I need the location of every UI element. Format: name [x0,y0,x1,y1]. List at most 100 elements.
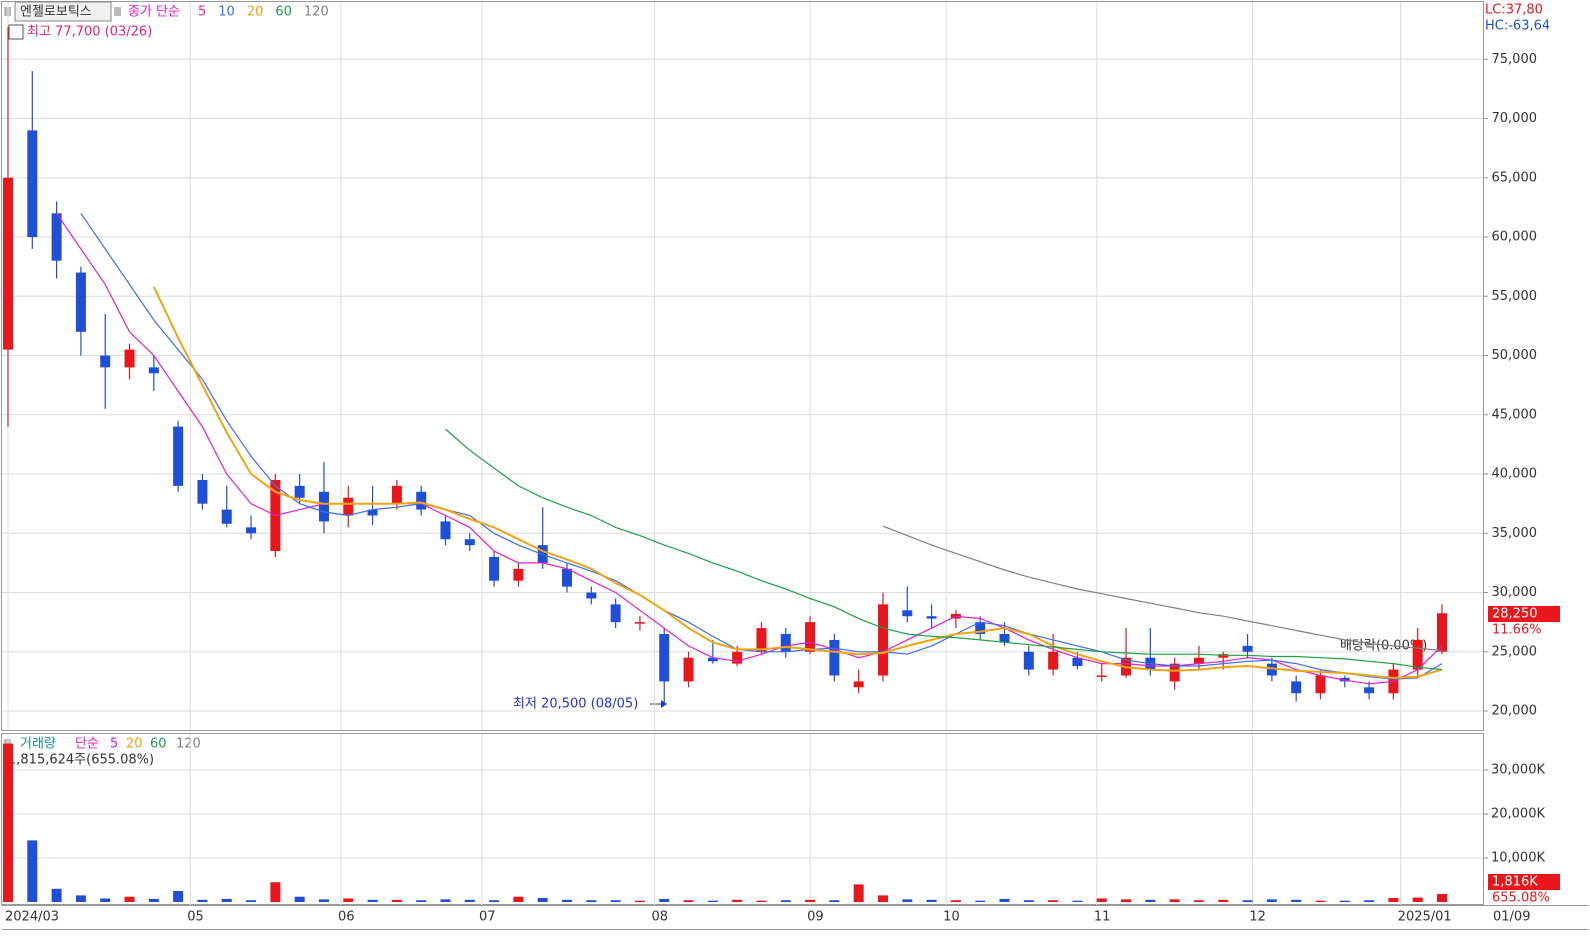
volume-bar [1242,900,1253,902]
candle-body [1193,657,1204,664]
volume-bar [318,899,329,902]
volume-bar [1072,900,1083,902]
volume-bar [1364,900,1375,902]
volume-bar [683,900,694,902]
volume-bar [1121,899,1132,902]
candle-body [464,539,475,546]
last-volume-box [1488,874,1560,890]
volume-bar [1048,900,1059,902]
candle-body [1048,651,1059,670]
volume-bar [221,898,232,902]
candle-body [513,568,524,581]
candle-body [877,604,888,676]
candle-body [1169,663,1180,682]
candle-body [1364,687,1375,694]
y-tick-label: 45,000 [1492,407,1538,422]
legend-entry: 60 [275,5,292,20]
candle-body [756,628,767,652]
ma-line [56,212,1443,685]
y-tick-label: 20,000K [1491,806,1545,821]
candle-body [707,657,718,662]
volume-bar [1339,900,1350,902]
volume-bar [610,900,621,902]
x-tick-label: 09 [807,910,824,925]
volume-bar [1388,898,1399,902]
volume-bar [877,895,888,902]
candle-body [683,657,694,682]
volume-bar [294,896,305,902]
candle-body [367,509,378,516]
y-tick-label: 70,000 [1492,111,1538,126]
y-tick-label: 35,000 [1492,526,1538,541]
x-tick-label: 12 [1249,910,1266,925]
volume-bar [75,895,86,902]
volume-bar [829,900,840,902]
y-tick-label: 30,000K [1491,762,1545,777]
candle-body [610,604,621,623]
change-label: 11.66% [1492,623,1542,638]
volume-last-label: 1,815,624주(655.08%) [8,753,154,768]
title: 엔젤로보틱스 [20,5,92,20]
volume-pane [1,733,1484,905]
ma-line [882,525,1443,652]
volume-bar [1412,897,1423,902]
y-tick-label: 40,000 [1492,467,1538,482]
last-price-box [1488,606,1560,622]
legend-entry: 10 [218,5,235,20]
volume-bar [562,899,573,902]
x-tick-label: 2025/01 [1398,910,1452,925]
volume-bar [100,898,111,902]
volume-bar [246,900,257,902]
volume-bar [464,899,475,902]
ma-line [80,212,1443,680]
candle-body [1096,675,1107,677]
candle-body [902,610,913,617]
x-tick-label: 2024/03 [5,910,59,925]
candle-body [1072,657,1083,667]
volume-bar [1023,900,1034,902]
y-tick-label: 55,000 [1492,289,1538,304]
candle-body [100,355,111,368]
candle-body [75,272,86,332]
volume-bar [1266,899,1277,902]
volume-bar [27,840,38,902]
volume-bar [391,899,402,902]
candle-body [51,213,62,261]
high-label: 최고 77,700 (03/26) [27,25,152,40]
volume-bar [124,896,135,902]
y-tick-label: 50,000 [1492,348,1538,363]
legend-entry: 5 [198,5,206,20]
volume-bar [805,899,816,902]
volume-bar [343,898,354,902]
volume-bar [1291,899,1302,902]
y-tick-label: 10,000K [1491,850,1545,865]
candle-body [173,426,184,486]
legend-entry: 5 [110,737,118,752]
volume-bar [975,900,986,902]
y-tick-label: 30,000 [1492,585,1538,600]
candle-body [246,527,257,534]
volume-bar [537,898,548,902]
candle-body [732,651,743,664]
candle-body [1412,639,1423,670]
candle-body [1315,675,1326,694]
candle-body [805,622,816,652]
volume-bar [756,900,767,902]
candle-body [221,509,232,524]
candle-body [1437,613,1447,652]
candle-body [634,622,645,624]
volume-bar [999,898,1010,902]
candle-body [1266,663,1277,676]
volume-bar [1193,900,1204,902]
x-tick-label: 05 [187,910,204,925]
candle-body [197,479,208,504]
candle-body [829,639,840,676]
y-tick-label: 75,000 [1492,52,1538,67]
price-pane [1,1,1484,731]
volume-bar [440,899,451,902]
low-label: 최저 20,500 (08/05) [513,697,638,712]
candle-body [1242,645,1253,652]
y-tick-label: 20,000 [1492,704,1538,719]
lc-label: LC:37,80 [1485,3,1543,18]
